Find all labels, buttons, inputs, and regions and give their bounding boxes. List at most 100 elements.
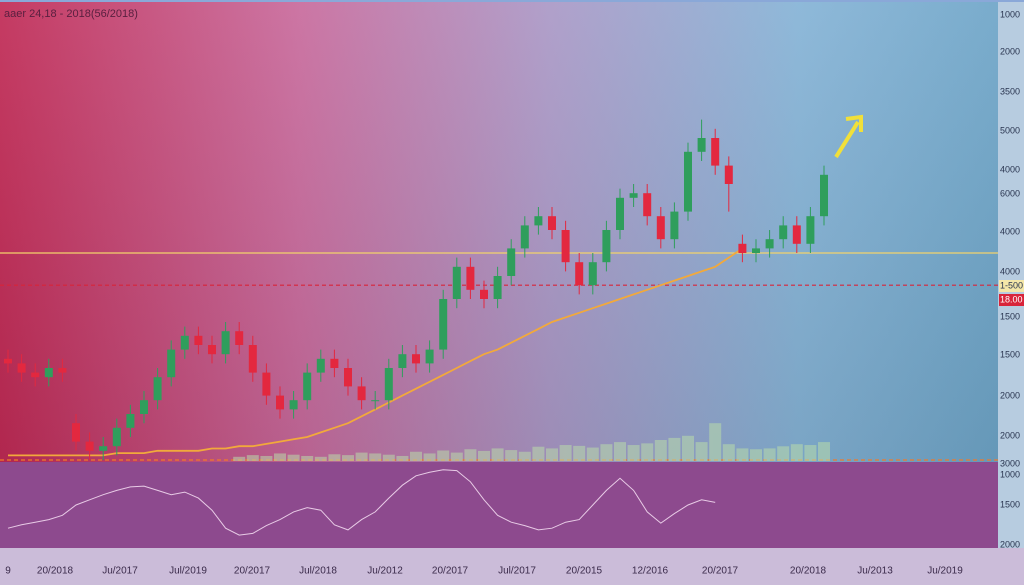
candle-body (126, 414, 135, 428)
volume-bar (722, 444, 735, 461)
candle-body (643, 193, 652, 217)
x-axis-label: 20/2017 (702, 566, 739, 577)
right-axis-label: 3000 (1000, 458, 1020, 468)
candle-body (792, 225, 801, 244)
trend-arrow-head (845, 114, 863, 132)
volume-bar (641, 443, 654, 461)
right-axis-label: 2000 (1000, 46, 1020, 56)
right-axis-label: 1500 (1000, 499, 1020, 509)
volume-bar (532, 446, 545, 461)
candle-body (112, 427, 121, 447)
candle-body (303, 372, 312, 401)
candle-body (656, 216, 665, 240)
volume-bar (396, 455, 409, 461)
candle-body (548, 216, 556, 230)
candle-body (44, 368, 53, 378)
volume-bar (777, 446, 790, 461)
x-axis-label: Jul/2019 (169, 566, 207, 577)
candle-body (466, 266, 475, 290)
panel-shade (0, 0, 998, 462)
volume-bar (627, 445, 640, 461)
x-axis-label: Ju/2017 (102, 566, 138, 577)
candle-body (575, 262, 584, 286)
candle-body (85, 441, 94, 451)
right-axis-label: 6000 (1000, 188, 1020, 198)
volume-bar (736, 448, 749, 461)
volume-bar (423, 453, 436, 461)
volume-bar (260, 455, 273, 461)
oscillator-line (7, 469, 716, 536)
chart-title: aaer 24,18 - 2018(56/2018) (4, 8, 138, 20)
candle-body (344, 368, 352, 387)
volume-bar (682, 435, 694, 461)
x-axis-label: 12/2016 (632, 566, 669, 577)
candle-body (507, 248, 516, 276)
candle-body (588, 262, 597, 286)
candle-body (398, 354, 407, 368)
candle-body (153, 377, 162, 401)
x-axis-label: Ju/2012 (367, 566, 403, 577)
candle-body (480, 289, 488, 299)
x-axis-label: 20/2015 (566, 566, 603, 577)
volume-bar (573, 445, 586, 461)
volume-bar (750, 449, 762, 461)
candle-body (425, 349, 434, 364)
candle-body (167, 349, 176, 378)
candle-body (289, 400, 298, 410)
volume-bar (600, 444, 613, 461)
volume-bar (804, 445, 817, 461)
volume-bar (654, 440, 667, 461)
oscillator-panel (0, 462, 998, 548)
x-axis (0, 548, 1024, 585)
volume-bar (314, 456, 327, 461)
volume-bar (505, 450, 518, 461)
right-axis-label: 4000 (1000, 266, 1020, 276)
volume-bar (559, 445, 572, 461)
volume-bar (709, 423, 722, 461)
volume-bar (464, 449, 477, 461)
right-axis-label: 1000 (1000, 469, 1020, 479)
volume-bar (369, 453, 382, 461)
candle-body (276, 395, 284, 410)
right-axis (998, 0, 1024, 548)
volume-bar (763, 448, 776, 461)
candle-body (670, 211, 679, 240)
candle-body (439, 299, 448, 350)
candle-body (520, 225, 529, 249)
candle-body (752, 248, 760, 253)
right-axis-label: 5000 (1000, 125, 1020, 135)
x-axis-label: Jul/2018 (299, 566, 337, 577)
right-axis-label: 4000 (1000, 226, 1020, 236)
x-axis-label: 20/2017 (432, 566, 469, 577)
candle-body (452, 266, 461, 299)
candle-body (602, 230, 611, 263)
candle-body (711, 138, 720, 166)
candle-body (697, 138, 706, 152)
candle-body (724, 165, 733, 184)
candle-body (779, 225, 788, 240)
x-axis-label: 20/2018 (37, 566, 74, 577)
volume-bar (546, 448, 558, 461)
right-axis-label: 4000 (1000, 164, 1020, 174)
candle-body (4, 358, 12, 364)
candle-body (820, 174, 828, 217)
x-axis-label: 20/2018 (790, 566, 827, 577)
candle-body (384, 368, 393, 401)
volume-bar (382, 454, 395, 461)
volume-bar (274, 453, 286, 461)
candle-body (17, 363, 26, 373)
right-axis-label: 1500 (1000, 349, 1020, 359)
volume-bar (342, 455, 354, 461)
candle-body (31, 372, 40, 378)
candle-body (72, 423, 80, 442)
right-axis-label: 1-500 (1000, 280, 1023, 290)
volume-bar (437, 450, 450, 461)
candle-body (194, 335, 203, 345)
volume-bar (818, 442, 830, 461)
candle-body (684, 151, 692, 212)
candle-body (534, 216, 543, 226)
trend-arrow (834, 120, 860, 159)
candle-body (140, 400, 148, 414)
